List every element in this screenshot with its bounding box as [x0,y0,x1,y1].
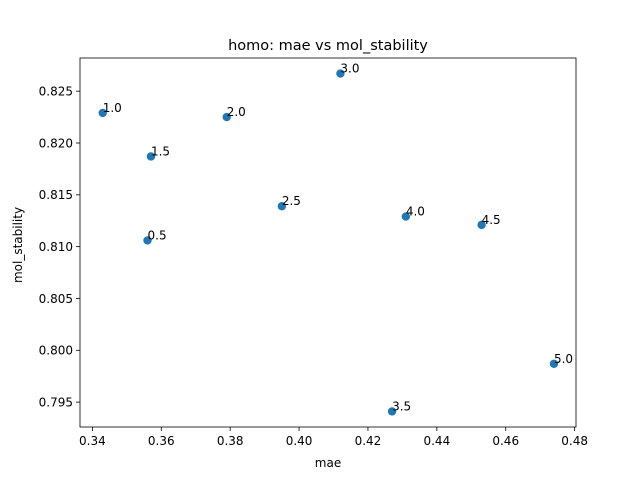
data-point [549,359,559,368]
data-point [143,236,152,245]
chart-title: homo: mae vs mol_stability [228,38,428,54]
data-point [401,212,411,221]
y-tick-label: 0.795 [39,395,73,409]
y-tick-label: 0.825 [39,84,73,98]
data-point [222,112,231,122]
data-point [477,220,486,230]
data-point [146,152,156,161]
x-tick-label: 0.44 [423,434,450,448]
x-tick-label: 0.40 [286,434,313,448]
x-tick-label: 0.36 [148,434,175,448]
x-tick-label: 0.34 [79,434,106,448]
y-tick-label: 0.805 [39,292,73,306]
plot-area: 0.34 0.36 0.38 0.40 0.42 0.44 0.46 0.48 0.795 0.8… [39,57,588,448]
x-tick-label: 0.38 [217,434,244,448]
data-label: 4.0 [406,205,425,219]
x-tick-label: 0.46 [492,434,519,448]
data-label: 3.5 [392,399,411,413]
data-point [336,69,345,78]
data-label: 2.0 [227,105,246,119]
y-tick-label: 0.820 [39,136,73,150]
x-tick-label: 0.42 [355,434,382,448]
y-axis-label: mol_stability [11,207,25,283]
y-tick-label: 0.810 [39,240,73,254]
data-label: 2.5 [282,194,301,208]
y-tick-label: 0.800 [39,344,73,358]
data-label: 4.5 [482,213,501,227]
data-point [277,202,287,211]
y-tick-label: 0.815 [39,188,73,202]
data-label: 1.5 [151,144,170,158]
data-label: 3.0 [340,62,359,76]
data-label: 0.5 [148,228,167,242]
x-tick-label: 0.48 [561,434,588,448]
data-point [387,407,397,416]
data-label: 5.0 [554,352,573,366]
x-axis-label: mae [315,456,341,470]
data-label: 1.0 [103,101,122,115]
data-point [98,108,107,118]
axes-frame [79,57,577,428]
